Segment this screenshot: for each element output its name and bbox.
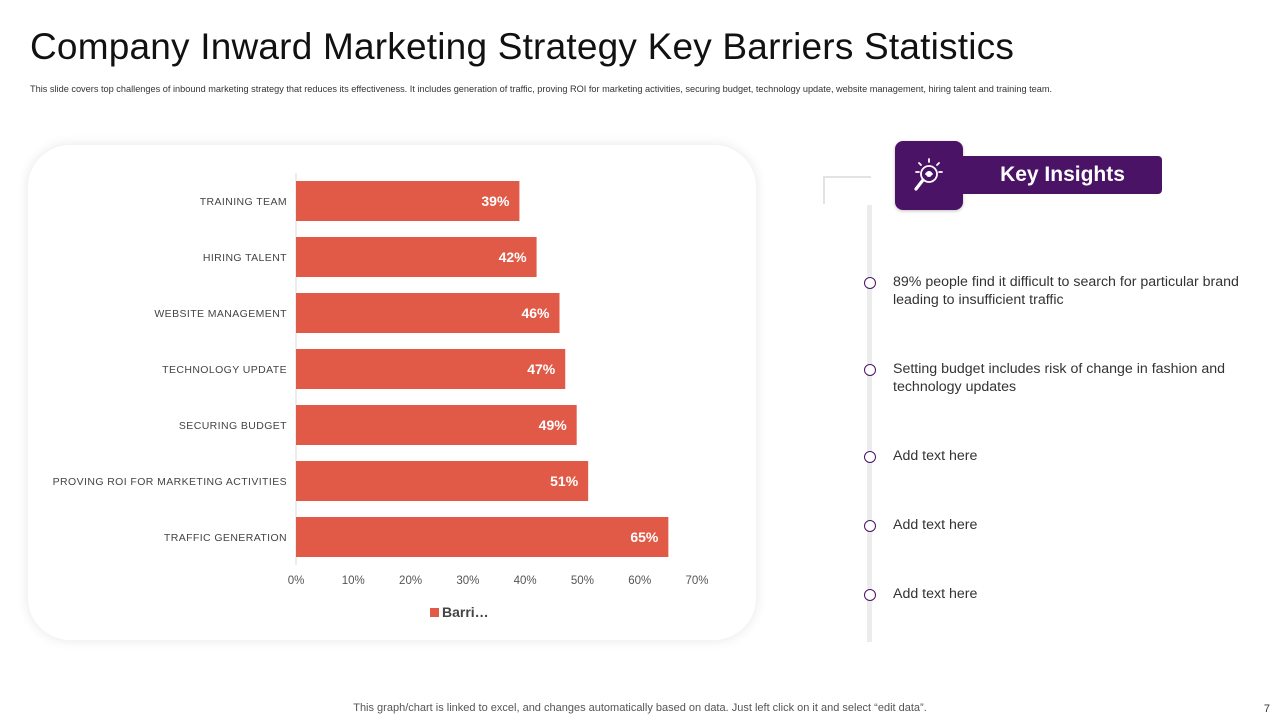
value-label-6: 51% xyxy=(550,473,579,489)
timeline-bracket xyxy=(823,176,871,204)
bar-3 xyxy=(296,293,560,333)
page-number: 7 xyxy=(1263,703,1270,715)
bar-5 xyxy=(296,405,577,445)
page-subtitle: This slide covers top challenges of inbo… xyxy=(30,84,1053,94)
insight-text-4: Add text here xyxy=(893,517,978,533)
chart-card[interactable]: TRAINING TEAM 39% HIRING TALENT 42% WEBSITE … xyxy=(28,145,756,640)
bar-6 xyxy=(296,461,589,501)
category-label-5: SECURING BUDGET xyxy=(179,420,287,432)
category-label-7: TRAFFIC GENERATION xyxy=(164,532,287,544)
insight-bullet-1 xyxy=(864,277,876,289)
legend-label: Barri… xyxy=(442,604,489,620)
lightbulb-magnifier-icon xyxy=(914,157,943,191)
key-insights-heading: Key Insights xyxy=(963,156,1162,194)
bar-4 xyxy=(296,349,566,389)
x-tick-label-0: 0% xyxy=(288,575,305,587)
x-tick-label-3: 30% xyxy=(456,575,479,587)
page-title: Company Inward Marketing Strategy Key Ba… xyxy=(30,26,1015,67)
bar-7 xyxy=(296,517,669,557)
insight-text-5: Add text here xyxy=(893,586,978,602)
category-label-4: TECHNOLOGY UPDATE xyxy=(162,364,287,376)
category-label-6: PROVING ROI FOR MARKETING ACTIVITIES xyxy=(53,476,287,488)
value-label-7: 65% xyxy=(630,529,659,545)
legend-swatch xyxy=(430,608,439,617)
insight-bullet-2 xyxy=(864,364,876,376)
x-tick-label-5: 50% xyxy=(571,575,594,587)
x-tick-label-6: 60% xyxy=(628,575,651,587)
value-label-2: 42% xyxy=(499,249,528,265)
insight-text-3: Add text here xyxy=(893,448,978,464)
insight-bullet-5 xyxy=(864,589,876,601)
insight-bullet-4 xyxy=(864,520,876,532)
insight-text-1: 89% people find it difficult to search f… xyxy=(893,274,1239,308)
footer-note: This graph/chart is linked to excel, and… xyxy=(353,702,927,714)
value-label-1: 39% xyxy=(481,193,510,209)
bar-2 xyxy=(296,237,537,277)
x-tick-label-4: 40% xyxy=(514,575,537,587)
barriers-bar-chart[interactable]: TRAINING TEAM 39% HIRING TALENT 42% WEBSITE … xyxy=(28,145,756,640)
timeline-line xyxy=(867,205,872,642)
x-tick-label-2: 20% xyxy=(399,575,422,587)
x-tick-label-7: 70% xyxy=(685,575,708,587)
value-label-3: 46% xyxy=(521,305,550,321)
category-label-1: TRAINING TEAM xyxy=(200,196,287,208)
category-label-2: HIRING TALENT xyxy=(203,252,287,264)
insight-text-2: Setting budget includes risk of change i… xyxy=(893,361,1226,395)
bar-1 xyxy=(296,181,520,221)
x-tick-label-1: 10% xyxy=(342,575,365,587)
insight-icon-box xyxy=(895,141,963,210)
value-label-5: 49% xyxy=(539,417,568,433)
category-label-3: WEBSITE MANAGEMENT xyxy=(154,308,287,320)
insight-bullet-3 xyxy=(864,451,876,463)
value-label-4: 47% xyxy=(527,361,556,377)
